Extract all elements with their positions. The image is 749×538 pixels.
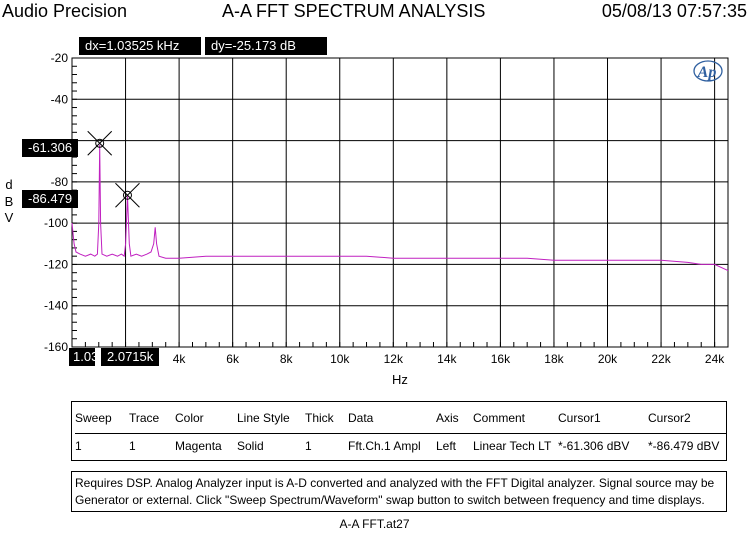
x-tick-label: 12k [384,352,404,366]
y-axis-label-v: V [4,210,14,225]
ap-logo-text: Ap [697,64,717,81]
legend-cell: *-86.479 dBV [648,439,720,453]
y-axis-label-b: B [4,194,14,209]
legend-header-cell: Data [348,411,374,425]
legend-cell: *-61.306 dBV [558,439,630,453]
x-tick-label: 8k [280,352,294,366]
note-line-1: Requires DSP. Analog Analyzer input is A… [75,476,715,490]
legend-header-cell: Thick [305,411,334,425]
cursor1-x-label: 1.035 [69,348,95,366]
y-tick-label: -80 [51,175,69,189]
x-axis-label: Hz [392,372,408,387]
legend-header-cell: Cursor2 [648,411,691,425]
legend-header-cell: Cursor1 [558,411,601,425]
legend-cell: 1 [129,439,136,453]
cursor2-x-label: 2.0715k [101,348,160,366]
legend-header-row: Sweep Trace Color Line Style Thick Data … [75,406,727,430]
cursor-marker-2[interactable] [115,182,140,208]
legend-cell: Linear Tech LT [473,439,552,453]
legend-cell: Left [436,439,457,453]
legend-header-cell: Trace [129,411,160,425]
legend-header-cell: Comment [473,411,526,425]
x-tick-label: 4k [173,352,187,366]
legend-cell: 1 [305,439,312,453]
x-tick-label: 20k [598,352,618,366]
y-tick-label: -120 [44,257,68,271]
fft-spectrum-chart: -20 -40 -80 -100 -120 -140 -160 4k 6k 8k 10k 12k 14k… [44,51,729,366]
app-name: Audio Precision [2,1,128,21]
y-tick-label: -20 [51,51,69,65]
x-tick-label: 6k [226,352,240,366]
ap-logo: Ap [693,60,723,82]
legend-header-cell: Color [175,411,204,425]
x-tick-label: 18k [544,352,564,366]
trace-legend-table: Sweep Trace Color Line Style Thick Data … [71,401,727,461]
file-name-footer: A-A FFT.at27 [339,517,410,531]
legend-cell: Solid [237,439,264,453]
legend-header-cell: Line Style [237,411,290,425]
plot-frame [71,57,729,348]
cursor2-y-label: -86.479 [22,190,79,208]
cursor1-y-label: -61.306 [22,139,79,157]
dx-readout: dx=1.03525 kHz [79,37,201,55]
legend-header-cell: Axis [436,411,459,425]
cursor-marker-1[interactable] [87,130,113,156]
y-tick-label: -100 [44,216,68,230]
description-note: Requires DSP. Analog Analyzer input is A… [71,471,727,512]
y-tick-label: -40 [51,92,69,106]
dy-readout: dy=-25.173 dB [205,37,327,55]
legend-cell: Fft.Ch.1 Ampl [348,439,421,453]
legend-header-cell: Sweep [75,411,112,425]
x-tick-label: 10k [330,352,350,366]
x-tick-label: 14k [437,352,457,366]
legend-cell: 1 [75,439,82,453]
chart-title: A-A FFT SPECTRUM ANALYSIS [222,1,486,21]
y-tick-label: -140 [44,299,68,313]
x-tick-label: 22k [651,352,671,366]
y-axis-label-d: d [5,177,13,192]
trace-fft-ch1 [71,144,729,272]
x-tick-label: 16k [491,352,511,366]
note-line-2: Generator or external. Click "Sweep Spec… [75,493,705,507]
legend-row: 1 1 Magenta Solid 1 Fft.Ch.1 Ampl Left L… [75,434,727,459]
x-tick-label: 24k [705,352,725,366]
legend-cell: Magenta [175,439,222,453]
y-tick-label: -160 [44,340,68,354]
datetime-stamp: 05/08/13 07:57:35 [601,1,747,21]
